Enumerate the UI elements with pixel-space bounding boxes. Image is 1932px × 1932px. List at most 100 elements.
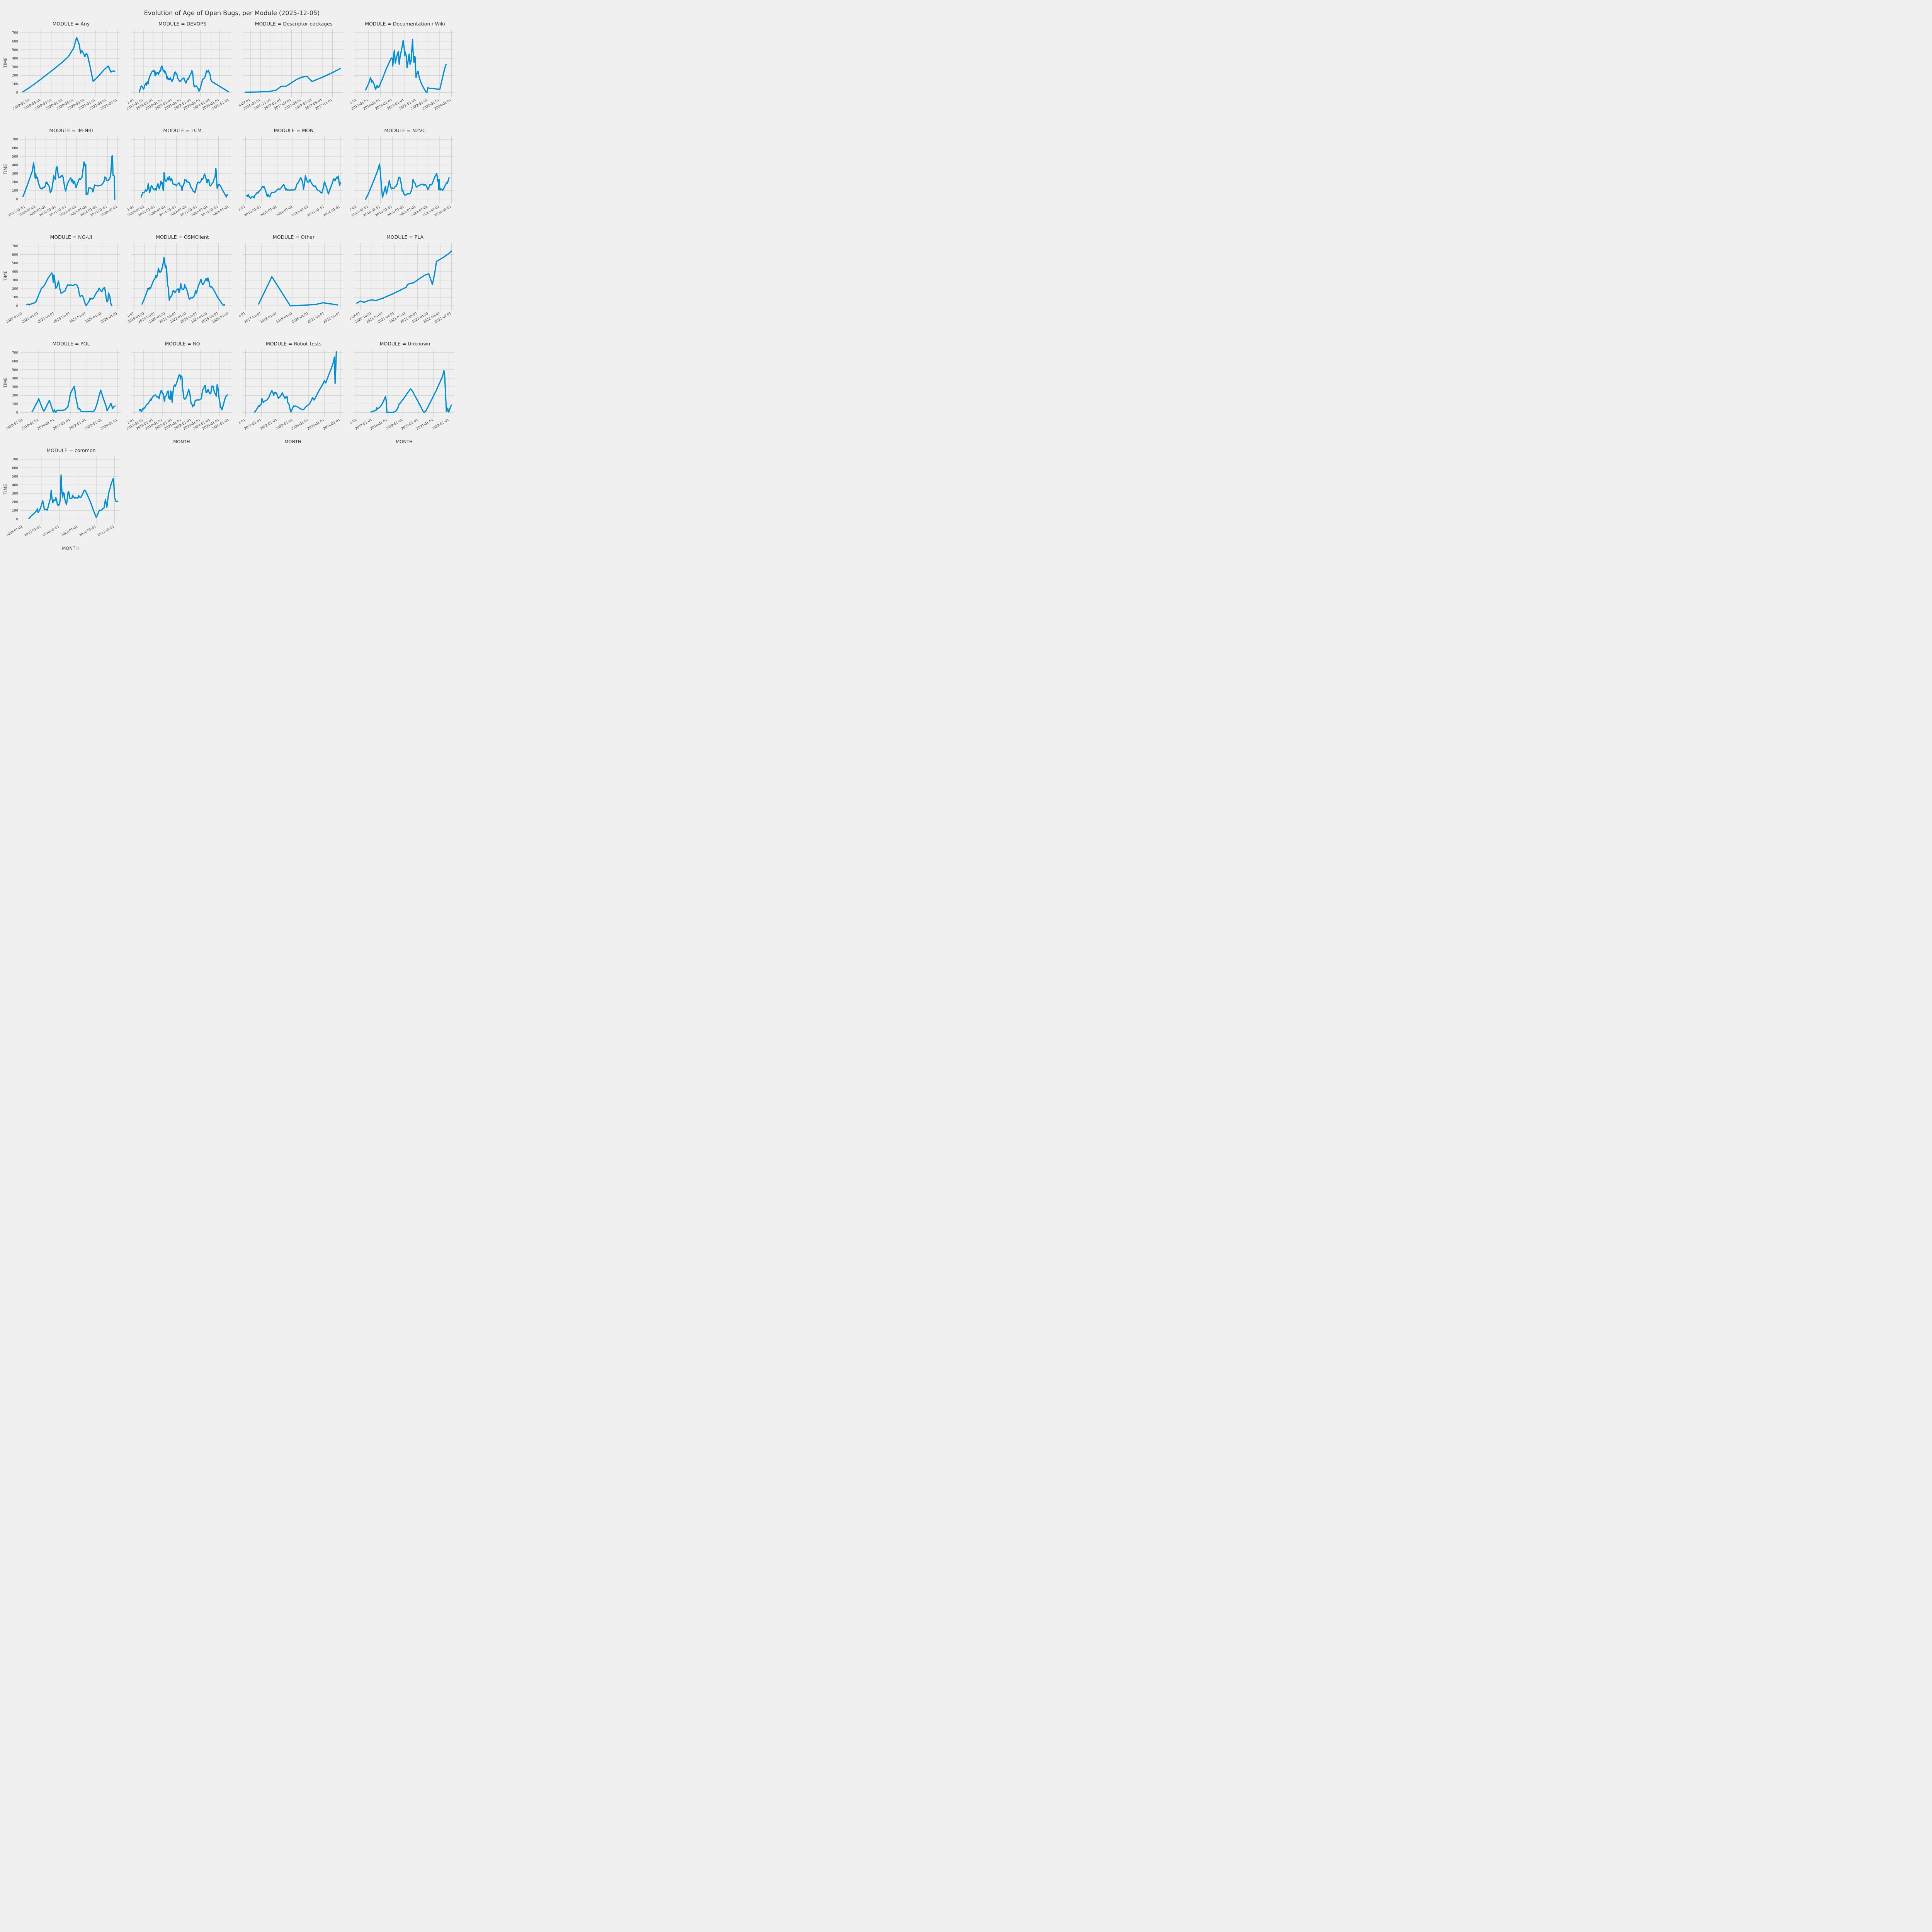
x-tick-label: 2020-01-01 [259,204,277,217]
x-tick-label: 2022-01-01 [291,204,309,217]
x-tick-label: 2024-01-01 [100,418,118,430]
line-robot-tests [254,351,337,413]
subplot-title: MODULE = MON [274,128,314,133]
y-axis-label: TIME [3,484,8,495]
y-tick-label: 500 [12,155,18,158]
subplot-title: MODULE = Descriptor-packages [255,21,333,27]
x-tick-label: 2025-01-01 [84,311,102,324]
x-tick-label: 2022-01-01 [68,418,87,430]
x-tick-label: 2019-01-01 [385,418,403,430]
y-tick-label: 500 [12,48,18,52]
chart-canvas-pol: 0 100 200 300 400 500 600 700 2018-01-012019-01-… [3,350,121,430]
x-tick-label: 2019-01-01 [275,311,293,324]
y-tick-label: 300 [12,278,18,282]
subplot-documentation-wiki: MODULE = Documentation / Wiki 2016-01-01 2… [350,20,460,125]
subplot-title: MODULE = RO [165,341,200,347]
chart-canvas-im-nbi: 01002003004005006007002017-01-012018-01-… [3,136,121,217]
subplot-title: MODULE = LCM [163,128,202,133]
x-tick-label: 2021-01-01 [60,524,78,537]
chart-canvas-any: 01002003004005006007002019-01-012019-05-… [3,30,121,111]
chart-canvas-common: 0 100 200 300 400 500 600 700 2018-01-01 2019-01-… [3,456,121,551]
subplot-robot-tests: MODULE = Robot-tests 2020-01-01 2021-01-01… [239,340,349,445]
x-tick-label: 2023-01-01 [97,524,115,537]
subplot-title: MODULE = Documentation / Wiki [365,21,445,27]
subplot-osmclient: MODULE = OSMClient 2017-01-01 2018-01-01 20… [128,234,237,338]
line-im-nbi [22,155,116,200]
y-tick-label: 400 [12,56,18,60]
subplot-mon: MODULE = MON 2018-01-01 2019-01-01 2020-01-… [239,127,349,231]
line-osmclient [141,257,225,306]
subplot-lcm: MODULE = LCM 2017-01-01 2018-01-01 2019-01-… [128,127,237,231]
y-tick-label: 0 [16,517,18,521]
subplot-ng-ui: MODULE = NG-UI 0 100 200 300 400 500 600 700 2020… [3,234,126,338]
y-tick-label: 600 [12,466,18,470]
x-tick-label: 2017-01-01 [243,311,262,324]
subplot-im-nbi: MODULE = IM-NBI 0 100 200 300 400 500 600 700 201… [3,127,126,231]
x-axis-label: MONTH [396,439,412,444]
y-tick-label: 200 [12,287,18,291]
y-tick-label: 400 [12,483,18,487]
y-tick-label: 100 [12,82,18,86]
line-devops [139,65,229,93]
y-tick-label: 200 [12,180,18,184]
y-tick-label: 700 [12,31,18,35]
line-any [22,37,116,93]
chart-canvas-unknown: 2016-01-012017-01-012018-01-012019-01-01… [350,350,454,444]
line-common [28,474,119,519]
x-tick-label: 2020-01-01 [37,418,55,430]
y-tick-label: 700 [12,351,18,355]
line-pla [356,250,452,304]
line-documentation-wiki [365,39,447,93]
x-axis-label: MONTH [173,439,190,444]
x-tick-label: 2023-01-01 [307,204,325,217]
x-tick-label: 2020-01-01 [291,311,309,324]
y-tick-label: 0 [16,197,18,201]
x-tick-label: 2022-01-01 [78,524,97,537]
x-tick-label: 2017-01-01 [354,418,372,430]
subplot-n2vc: MODULE = N2VC 2016-01-01 2017-01-01 2018-01… [350,127,460,231]
line-mon [246,175,341,199]
x-tick-label: 2020-01-01 [42,524,60,537]
subplot-common: MODULE = common 0 100 200 300 400 500 600 700 201… [3,447,126,551]
subplot-title: MODULE = Other [272,234,315,240]
figure-title: Evolution of Age of Open Bugs, per Modul… [144,9,320,17]
chart-canvas-mon: 2018-01-012019-01-012020-01-012021-01-01… [239,136,343,217]
chart-canvas-lcm: 2017-01-012018-01-012019-01-012020-01-01… [128,136,232,217]
y-tick-label: 600 [12,146,18,150]
x-tick-label: 2022-01-01 [431,418,449,430]
y-tick-label: 700 [12,244,18,248]
subplot-title: MODULE = NG-UI [50,234,92,240]
x-tick-label: 2018-01-01 [370,418,388,430]
y-tick-label: 0 [16,410,18,414]
subplot-unknown: MODULE = Unknown 2016-01-01 2017-01-01 2018… [350,340,460,445]
x-tick-label: 2021-01-01 [21,311,39,324]
x-tick-label: 2019-01-01 [24,524,42,537]
line-unknown [370,370,452,413]
y-tick-label: 500 [12,261,18,265]
x-tick-label: 2026-01-01 [322,418,340,430]
x-tick-label: 2023-01-01 [275,418,293,430]
y-tick-label: 300 [12,385,18,389]
line-lcm [140,168,228,198]
x-tick-label: 2020-01-01 [5,311,23,324]
y-tick-label: 200 [12,73,18,77]
chart-canvas-robot-tests: 2020-01-012021-01-012022-01-012023-01-01… [239,350,343,444]
y-tick-label: 300 [12,65,18,69]
x-tick-label: 2020-01-01 [400,418,418,430]
y-tick-label: 500 [12,368,18,372]
y-axis-label: TIME [3,57,8,68]
y-tick-label: 300 [12,172,18,175]
subplot-ro: MODULE = RO 2016-01-01 2017-01-01 2018-01-0… [128,340,237,445]
subplot-pla: MODULE = PLA 2020-07-01 2020-10-01 2021-01-… [350,234,460,338]
x-tick-label: 2021-01-01 [416,418,434,430]
x-tick-label: 2021-01-01 [307,311,325,324]
line-n2vc [365,163,450,200]
y-tick-label: 400 [12,163,18,167]
x-tick-label: 2024-01-01 [68,311,87,324]
line-ng-ui [26,272,113,306]
x-tick-label: 2025-01-01 [307,418,325,430]
x-tick-label: 2019-01-01 [243,204,262,217]
y-tick-label: 100 [12,402,18,406]
y-tick-label: 400 [12,376,18,380]
x-axis-label: MONTH [284,439,301,444]
